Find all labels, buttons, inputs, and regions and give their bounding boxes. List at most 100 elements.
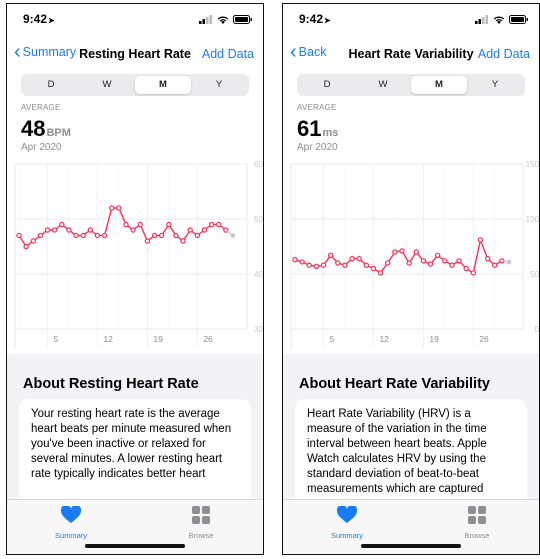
data-point[interactable] xyxy=(30,238,36,244)
data-point[interactable] xyxy=(292,256,298,263)
data-point[interactable] xyxy=(363,262,370,268)
tab-bar: Summary Browse xyxy=(7,499,263,554)
data-point[interactable] xyxy=(370,265,377,272)
data-point[interactable] xyxy=(173,232,179,239)
about-title: About Resting Heart Rate xyxy=(23,376,199,392)
data-point[interactable] xyxy=(342,262,348,268)
data-point[interactable] xyxy=(456,258,462,264)
time-range-segmented-control: D W M Y xyxy=(21,74,249,96)
back-button[interactable]: ‹ Summary xyxy=(14,41,77,63)
data-point-pending[interactable] xyxy=(506,259,512,265)
data-point[interactable] xyxy=(442,258,448,264)
x-tick-label: 12 xyxy=(103,334,113,344)
segment-year[interactable]: Y xyxy=(215,79,223,90)
data-point[interactable] xyxy=(320,262,327,268)
cellular-signal-icon xyxy=(475,14,488,24)
home-indicator xyxy=(361,544,461,548)
data-point[interactable] xyxy=(377,270,384,276)
date-range: Apr 2020 xyxy=(297,142,338,153)
chevron-left-icon: ‹ xyxy=(14,41,21,63)
phone-screen-resting-heart-rate: 9:42➤ ‹ Summary Resting Heart Rate Add Da… xyxy=(6,3,264,555)
segment-year[interactable]: Y xyxy=(491,79,499,90)
data-point[interactable] xyxy=(327,252,334,259)
data-point[interactable] xyxy=(313,263,320,270)
data-point[interactable] xyxy=(23,243,29,250)
x-tick-label: 5 xyxy=(54,334,59,344)
back-label: Summary xyxy=(22,45,77,59)
data-point[interactable] xyxy=(413,249,419,255)
data-point[interactable] xyxy=(427,261,434,267)
data-point[interactable] xyxy=(94,232,101,239)
segment-day[interactable]: D xyxy=(323,79,331,90)
about-body: Your resting heart rate is the average h… xyxy=(31,408,232,480)
status-time: 9:42 xyxy=(299,12,324,26)
data-point[interactable] xyxy=(116,205,122,211)
data-point[interactable] xyxy=(37,232,44,239)
data-point[interactable] xyxy=(151,232,158,239)
data-point[interactable] xyxy=(356,255,362,262)
data-point[interactable] xyxy=(66,227,72,233)
data-point[interactable] xyxy=(101,232,108,239)
add-data-button[interactable]: Add Data xyxy=(477,47,530,61)
segment-month[interactable]: M xyxy=(135,76,191,94)
segment-week[interactable]: W xyxy=(378,79,388,90)
segment-month[interactable]: M xyxy=(411,76,467,94)
heart-rate-variability-chart[interactable]: 0 50 100 150 5 12 19 26 xyxy=(283,154,540,354)
about-card: Heart Rate Variability (HRV) is a measur… xyxy=(295,399,527,509)
resting-heart-rate-chart[interactable]: 30 40 50 60 5 12 19 26 xyxy=(7,154,264,354)
wifi-icon xyxy=(217,16,229,24)
tab-summary-label: Summary xyxy=(330,531,364,540)
data-point[interactable] xyxy=(187,227,193,233)
data-point[interactable] xyxy=(449,262,455,268)
data-point[interactable] xyxy=(349,255,355,262)
data-point[interactable] xyxy=(216,221,222,228)
data-point[interactable] xyxy=(335,260,341,266)
data-point[interactable] xyxy=(477,237,484,243)
data-point[interactable] xyxy=(123,221,129,228)
data-point[interactable] xyxy=(434,252,441,259)
data-point[interactable] xyxy=(299,259,305,265)
tab-browse[interactable]: Browse xyxy=(171,506,231,540)
data-point[interactable] xyxy=(399,248,405,254)
chevron-left-icon: ‹ xyxy=(290,41,297,63)
data-point[interactable] xyxy=(80,232,86,239)
tab-browse[interactable]: Browse xyxy=(447,506,507,540)
data-point[interactable] xyxy=(470,270,477,276)
tab-summary[interactable]: Summary xyxy=(317,504,377,540)
about-body: Heart Rate Variability (HRV) is a measur… xyxy=(307,408,487,495)
segment-day[interactable]: D xyxy=(47,79,55,90)
data-point[interactable] xyxy=(194,232,201,239)
data-point[interactable] xyxy=(144,238,151,244)
status-bar: 9:42➤ xyxy=(283,4,539,34)
data-point[interactable] xyxy=(44,227,51,233)
data-point[interactable] xyxy=(385,260,391,266)
data-point[interactable] xyxy=(59,221,65,228)
data-point[interactable] xyxy=(306,262,312,268)
add-data-button[interactable]: Add Data xyxy=(201,47,254,61)
x-tick-label: 5 xyxy=(330,334,335,344)
tab-summary[interactable]: Summary xyxy=(41,504,101,540)
data-point[interactable] xyxy=(201,227,208,233)
data-point[interactable] xyxy=(51,227,58,233)
data-point[interactable] xyxy=(109,205,115,211)
data-point[interactable] xyxy=(137,221,143,228)
back-button[interactable]: ‹ Back xyxy=(290,41,326,63)
data-point[interactable] xyxy=(16,232,22,239)
data-point[interactable] xyxy=(208,221,215,228)
data-point[interactable] xyxy=(492,262,498,268)
data-point-pending[interactable] xyxy=(230,233,236,238)
segment-week[interactable]: W xyxy=(102,79,112,90)
data-point[interactable] xyxy=(130,227,136,233)
data-point[interactable] xyxy=(73,232,79,239)
data-point[interactable] xyxy=(406,260,412,266)
data-point[interactable] xyxy=(463,265,469,272)
data-point[interactable] xyxy=(484,255,491,262)
data-point[interactable] xyxy=(87,227,94,233)
data-point[interactable] xyxy=(180,238,186,244)
y-tick-label: 60 xyxy=(254,160,263,169)
data-point[interactable] xyxy=(158,232,165,239)
data-point[interactable] xyxy=(420,258,427,264)
home-indicator xyxy=(85,544,185,548)
data-point[interactable] xyxy=(392,249,398,255)
data-point[interactable] xyxy=(166,221,172,228)
